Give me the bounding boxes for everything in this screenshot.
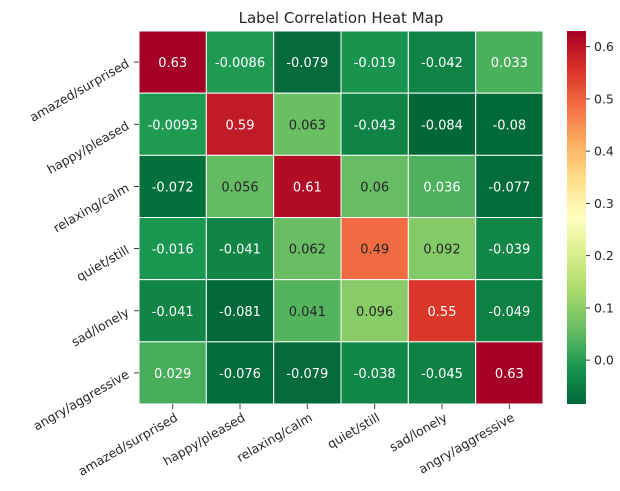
heatmap-cell: [475, 92, 544, 156]
cell-value-label: 0.49: [360, 243, 389, 258]
cell-value-label: 0.63: [158, 56, 187, 71]
heatmap-cell: [205, 92, 275, 156]
heatmap-cell: [407, 154, 477, 218]
x-tick-label: amazed/surprised: [76, 410, 181, 479]
cell-value-label: -0.041: [219, 243, 261, 258]
cell-value-label: -0.079: [286, 367, 328, 382]
colorbar-tick-label: 0.2: [594, 248, 614, 263]
heatmap-cell: [475, 30, 544, 94]
chart-title: Label Correlation Heat Map: [239, 9, 444, 27]
cell-value-label: -0.016: [152, 243, 194, 258]
cell-value-label: -0.077: [488, 180, 530, 195]
heatmap-cell-labels: 0.63 -0.0086 -0.079 -0.019 -0.042 0.033 -0.009…: [148, 56, 531, 382]
cell-value-label: -0.081: [219, 305, 261, 320]
colorbar-tick-label: 0.4: [594, 144, 614, 159]
heatmap-cell: [475, 154, 544, 218]
cell-value-label: -0.076: [219, 367, 261, 382]
colorbar-tick-label: 0.5: [594, 91, 614, 106]
x-tick-label: relaxing/calm: [234, 410, 315, 465]
heatmap-cell: [475, 217, 544, 281]
colorbar-gradient: [567, 31, 586, 404]
cell-value-label: -0.084: [421, 118, 463, 133]
heatmap-cell: [340, 154, 409, 218]
cell-value-label: -0.049: [488, 305, 530, 320]
y-tick-label: happy/pleased: [44, 118, 131, 177]
y-axis: amazed/surprisedhappy/pleasedrelaxing/ca…: [27, 56, 139, 433]
heatmap-cell: [475, 341, 544, 405]
heatmap-cell: [407, 279, 477, 343]
heatmap-cell: [205, 30, 275, 94]
heatmap-cell: [138, 217, 207, 281]
heatmap-cell: [205, 154, 275, 218]
cell-value-label: -0.043: [354, 118, 396, 133]
heatmap-cell: [475, 279, 544, 343]
heatmap-cell: [138, 341, 207, 405]
cell-value-label: -0.041: [152, 305, 194, 320]
cell-value-label: -0.045: [421, 367, 463, 382]
y-tick-label: amazed/surprised: [27, 56, 132, 125]
cell-value-label: -0.079: [286, 56, 328, 71]
cell-value-label: 0.036: [423, 180, 460, 195]
cell-value-label: 0.63: [495, 367, 524, 382]
heatmap-cell: [340, 279, 409, 343]
y-tick-label: relaxing/calm: [51, 180, 132, 235]
colorbar-tick-label: 0.0: [594, 353, 614, 368]
cell-value-label: -0.042: [421, 56, 463, 71]
cell-value-label: -0.08: [493, 118, 527, 133]
heatmap-cell: [273, 279, 342, 343]
colorbar: [567, 31, 586, 404]
cell-value-label: 0.096: [356, 305, 393, 320]
heatmap-cell: [340, 30, 409, 94]
cell-value-label: 0.59: [226, 118, 255, 133]
cell-value-label: 0.062: [289, 243, 326, 258]
cell-value-label: 0.029: [154, 367, 191, 382]
colorbar-ticks: 0.0 0.1 0.2 0.3 0.4 0.5 0.6: [586, 39, 614, 368]
cell-value-label: 0.61: [293, 180, 322, 195]
cell-value-label: 0.041: [289, 305, 326, 320]
cell-value-label: -0.019: [354, 56, 396, 71]
y-tick-label: angry/aggressive: [31, 366, 132, 433]
cell-value-label: 0.092: [423, 243, 460, 258]
heatmap-cells: [138, 30, 544, 405]
cell-value-label: -0.039: [488, 243, 530, 258]
heatmap-cell: [138, 279, 207, 343]
heatmap-cell: [340, 92, 409, 156]
colorbar-tick-label: 0.3: [594, 196, 614, 211]
heatmap-cell: [205, 217, 275, 281]
x-tick-label: quiet/still: [324, 410, 382, 452]
cell-value-label: 0.033: [491, 56, 528, 71]
cell-value-label: 0.55: [428, 305, 457, 320]
heatmap-cell: [273, 217, 342, 281]
cell-value-label: 0.06: [360, 180, 389, 195]
y-tick-label: quiet/still: [74, 242, 132, 284]
heatmap-cell: [407, 217, 477, 281]
cell-value-label: -0.072: [152, 180, 194, 195]
cell-value-label: -0.038: [354, 367, 396, 382]
heatmap-cell: [273, 30, 342, 94]
x-tick-label: sad/lonely: [387, 409, 450, 454]
cell-value-label: 0.056: [221, 180, 258, 195]
y-tick-label: sad/lonely: [69, 304, 132, 349]
heatmap-cell: [138, 30, 207, 94]
cell-value-label: 0.063: [289, 118, 326, 133]
x-axis: amazed/surprisedhappy/pleasedrelaxing/ca…: [76, 404, 517, 479]
cell-value-label: -0.0086: [215, 56, 265, 71]
colorbar-tick-label: 0.1: [594, 300, 614, 315]
colorbar-tick-label: 0.6: [594, 39, 614, 54]
cell-value-label: -0.0093: [148, 118, 198, 133]
heatmap-cell: [340, 217, 409, 281]
